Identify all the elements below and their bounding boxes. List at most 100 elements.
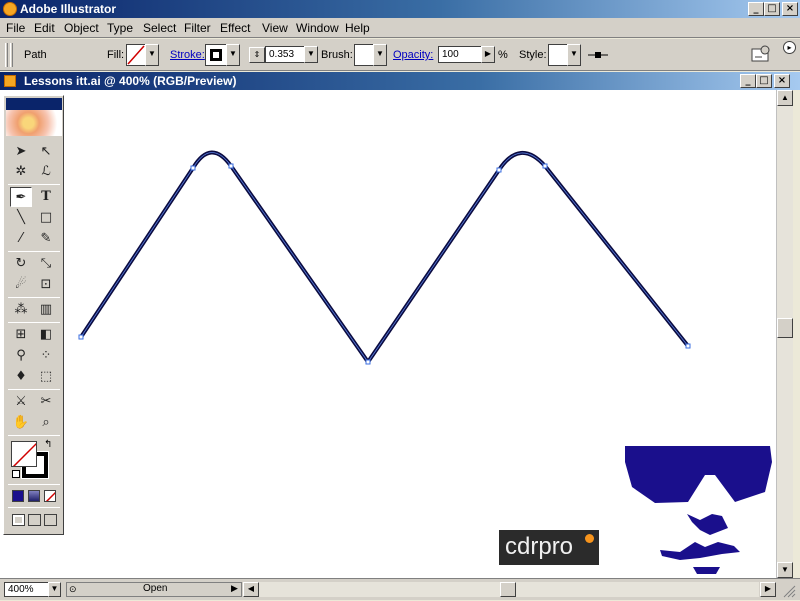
line-segment-tool-icon[interactable]: ╲ (17, 210, 25, 225)
scroll-up-button[interactable]: ▲ (777, 90, 793, 106)
minimize-button[interactable]: _ (748, 2, 764, 16)
menu-filter[interactable]: Filter (184, 21, 211, 35)
anchor-point[interactable] (542, 163, 548, 169)
menu-object[interactable]: Object (64, 21, 99, 35)
color-mode-icon[interactable] (12, 490, 24, 502)
swap-colors-icon[interactable]: ↰ (44, 439, 53, 450)
document-icon (4, 75, 16, 87)
direct-selection-tool-icon[interactable]: ↖ (40, 144, 52, 159)
fill-color-box[interactable] (11, 441, 37, 467)
fill-swatch[interactable] (126, 44, 146, 66)
menu-select[interactable]: Select (143, 21, 177, 35)
scroll-down-button[interactable]: ▼ (777, 562, 793, 578)
eyedropper-tool-icon[interactable]: ⚲ (16, 348, 26, 363)
grip-handle-2[interactable] (10, 43, 13, 67)
stroke-weight-stepper[interactable]: ⇕ (249, 47, 265, 63)
menu-window[interactable]: Window (296, 21, 339, 35)
column-graph-tool-icon[interactable]: ▥ (39, 302, 53, 317)
menu-type[interactable]: Type (107, 21, 134, 35)
slice-tool-icon[interactable]: ⚔ (15, 394, 27, 409)
document-setup-icon[interactable] (750, 45, 772, 65)
panel-menu-icon[interactable]: ▸ (783, 41, 796, 54)
blend-tool-icon[interactable]: ⁘ (40, 348, 52, 363)
doc-maximize-button[interactable]: □ (756, 74, 772, 88)
zoom-dropdown-arrow[interactable]: ▼ (48, 582, 61, 597)
brush-dropdown-arrow[interactable]: ▼ (373, 44, 387, 66)
menu-help[interactable]: Help (345, 21, 370, 35)
vertical-scrollbar[interactable]: ▲ ▼ (776, 90, 793, 578)
gradient-mode-icon[interactable] (28, 490, 40, 502)
tool-separator (8, 389, 60, 390)
hand-tool-icon[interactable]: ✋ (12, 415, 30, 430)
standard-screen-mode-icon[interactable] (12, 514, 25, 526)
stroke-label[interactable]: Stroke: (170, 49, 205, 61)
opacity-slider-arrow[interactable]: ▶ (481, 46, 495, 63)
opacity-label[interactable]: Opacity: (393, 49, 434, 61)
anchor-options-icon[interactable] (588, 49, 608, 61)
type-tool-icon[interactable]: T (41, 189, 51, 204)
full-screen-mode-icon[interactable] (44, 514, 57, 526)
artboard-canvas[interactable]: cdrpro (0, 90, 776, 578)
zoom-field[interactable]: 400% (4, 582, 50, 597)
resize-grip-icon[interactable] (780, 582, 796, 598)
mesh-tool-icon[interactable]: ⊞ (15, 327, 27, 342)
stroke-weight-field[interactable]: 0.353 (265, 46, 305, 63)
free-transform-tool-icon[interactable]: ⊡ (40, 277, 52, 292)
default-colors-icon[interactable] (12, 470, 20, 478)
pencil-tool-icon[interactable]: ✎ (40, 231, 52, 246)
stroke-dropdown-arrow[interactable]: ▼ (226, 44, 240, 66)
illustrator-app-icon (3, 2, 17, 16)
status-field[interactable]: ⊙ Open ▶ (66, 582, 242, 597)
menu-view[interactable]: View (262, 21, 288, 35)
style-swatch[interactable] (548, 44, 568, 66)
scroll-right-button[interactable]: ▶ (760, 582, 776, 597)
status-mode-text: Open (143, 583, 168, 594)
menu-effect[interactable]: Effect (220, 21, 251, 35)
style-dropdown-arrow[interactable]: ▼ (567, 44, 581, 66)
warp-tool-icon[interactable]: ☄ (15, 277, 27, 292)
tools-panel: ➤ ↖ ✲ ℒ ✒ T ╲ □ ⁄ ✎ ↻ ⤡ ☄ ⊡ ⁂ ▥ ⊞ ◧ ⚲ ⁘ … (3, 95, 64, 535)
full-screen-menu-mode-icon[interactable] (28, 514, 41, 526)
scissors-tool-icon[interactable]: ✂ (40, 394, 52, 409)
anchor-point[interactable] (190, 165, 196, 171)
anchor-point[interactable] (365, 359, 371, 365)
live-paint-selection-tool-icon[interactable]: ⬚ (39, 369, 53, 384)
grip-handle[interactable] (5, 43, 8, 67)
vertical-scroll-thumb[interactable] (777, 318, 793, 338)
stroke-swatch[interactable] (205, 44, 227, 66)
scale-tool-icon[interactable]: ⤡ (40, 256, 52, 271)
rotate-tool-icon[interactable]: ↻ (15, 256, 27, 271)
magic-wand-tool-icon[interactable]: ✲ (15, 164, 27, 179)
paintbrush-tool-icon[interactable]: ⁄ (19, 231, 23, 246)
doc-close-button[interactable]: × (774, 74, 790, 88)
close-button[interactable]: × (782, 2, 798, 16)
zoom-tool-icon[interactable]: ⌕ (42, 415, 50, 430)
anchor-point[interactable] (78, 334, 84, 340)
zigzag-path[interactable] (79, 150, 690, 364)
tool-separator (8, 322, 60, 323)
symbol-sprayer-tool-icon[interactable]: ⁂ (14, 302, 28, 317)
none-mode-icon[interactable] (44, 490, 56, 502)
rectangle-tool-icon[interactable]: □ (39, 210, 53, 225)
fill-dropdown-arrow[interactable]: ▼ (145, 44, 159, 66)
anchor-point[interactable] (228, 163, 234, 169)
opacity-field[interactable]: 100 (438, 46, 482, 63)
no-fill-icon (127, 45, 145, 65)
stroke-weight-dropdown[interactable]: ▼ (304, 46, 318, 63)
horizontal-scroll-thumb[interactable] (500, 582, 516, 597)
brush-swatch[interactable] (354, 44, 374, 66)
maximize-button[interactable]: □ (764, 2, 780, 16)
pen-tool-icon[interactable]: ✒ (10, 187, 32, 207)
status-menu-arrow[interactable]: ▶ (231, 583, 238, 593)
doc-minimize-button[interactable]: _ (740, 74, 756, 88)
menu-edit[interactable]: Edit (34, 21, 55, 35)
anchor-point[interactable] (496, 167, 502, 173)
scroll-left-button[interactable]: ◀ (243, 582, 259, 597)
selection-tool-icon[interactable]: ➤ (15, 144, 27, 159)
tools-panel-header[interactable] (6, 98, 62, 110)
anchor-point[interactable] (685, 343, 691, 349)
lasso-tool-icon[interactable]: ℒ (41, 164, 51, 179)
menu-file[interactable]: File (6, 21, 26, 35)
gradient-tool-icon[interactable]: ◧ (39, 327, 53, 342)
live-paint-bucket-tool-icon[interactable]: ♦ (15, 369, 27, 384)
